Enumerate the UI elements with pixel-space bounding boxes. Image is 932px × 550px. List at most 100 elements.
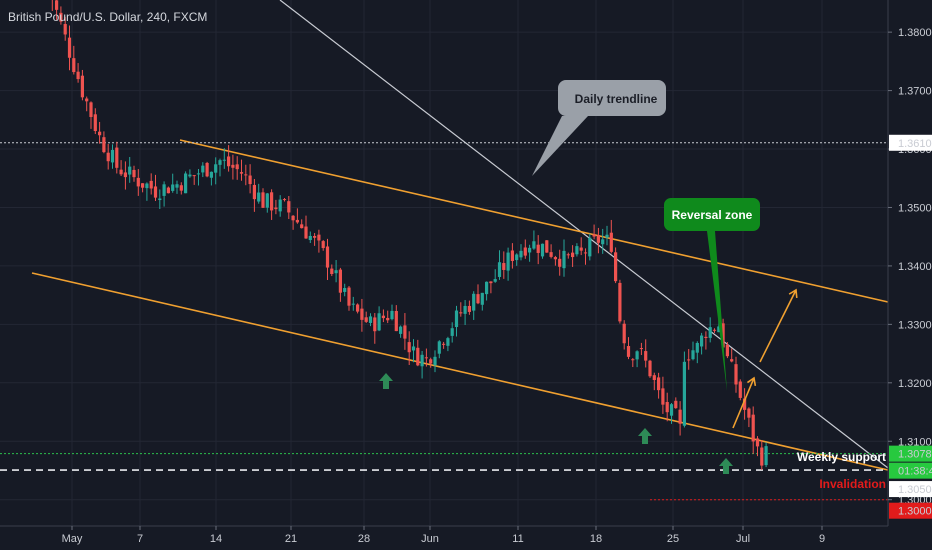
candle-body bbox=[712, 329, 717, 331]
candle bbox=[678, 401, 682, 436]
invalidation-tag-text: 1.30000 bbox=[898, 506, 932, 518]
candle bbox=[295, 208, 299, 224]
candle-body bbox=[300, 224, 304, 229]
candle bbox=[566, 252, 570, 259]
candle-body bbox=[648, 360, 652, 377]
candle-body bbox=[536, 244, 540, 253]
candle bbox=[588, 233, 592, 261]
candle-body bbox=[85, 98, 89, 102]
candle-body bbox=[467, 305, 471, 312]
candle-body bbox=[403, 325, 407, 339]
candle bbox=[360, 298, 364, 332]
candle-body bbox=[282, 199, 287, 201]
y-tick-label: 1.37000 bbox=[898, 86, 932, 98]
candle bbox=[261, 188, 265, 209]
candle bbox=[532, 230, 536, 250]
candle bbox=[579, 237, 583, 256]
candle bbox=[394, 305, 398, 332]
candle-body bbox=[450, 328, 454, 336]
candle bbox=[751, 406, 755, 454]
candle bbox=[115, 141, 119, 174]
candle-body bbox=[609, 232, 613, 252]
candle-body bbox=[394, 310, 398, 332]
candle-body bbox=[661, 388, 665, 405]
candle bbox=[747, 407, 751, 428]
candle-body bbox=[153, 186, 158, 198]
candle-body bbox=[360, 308, 364, 320]
candle bbox=[764, 442, 768, 468]
candle bbox=[558, 249, 562, 276]
candle bbox=[141, 183, 145, 193]
candle-body bbox=[493, 279, 497, 282]
candle-body bbox=[644, 351, 648, 361]
candle-body bbox=[506, 252, 510, 271]
candle bbox=[76, 63, 80, 83]
candle bbox=[149, 173, 153, 195]
candle bbox=[356, 303, 360, 314]
candle-body bbox=[373, 317, 377, 332]
candle-body bbox=[472, 293, 476, 311]
candle-body bbox=[420, 354, 424, 367]
candle bbox=[196, 169, 201, 186]
candle-body bbox=[515, 254, 519, 261]
candle bbox=[51, 0, 53, 12]
candle-body bbox=[188, 174, 192, 177]
candle bbox=[730, 348, 734, 363]
candle bbox=[218, 158, 222, 177]
candle bbox=[454, 305, 459, 337]
candle-body bbox=[674, 400, 678, 409]
daily-trendline-callout: Daily trendline bbox=[532, 80, 666, 176]
candle bbox=[446, 336, 450, 352]
candle-body bbox=[377, 313, 381, 331]
y-tick-label: 1.38000 bbox=[898, 27, 932, 39]
candle bbox=[549, 244, 553, 259]
candle-body bbox=[622, 323, 626, 344]
current-price-tag-bg bbox=[889, 445, 932, 462]
candle-body bbox=[321, 241, 325, 249]
candle-body bbox=[93, 114, 97, 132]
candle-body bbox=[463, 305, 467, 314]
candle-body bbox=[652, 375, 656, 381]
y-tick-label: 1.32000 bbox=[898, 378, 932, 390]
candle-body bbox=[446, 338, 450, 346]
candle-body bbox=[631, 359, 635, 361]
candle-body bbox=[751, 414, 755, 442]
candle bbox=[618, 279, 622, 324]
level-high-tag-text: 1.36107 bbox=[898, 138, 932, 150]
projection-arrow-2 bbox=[759, 289, 797, 363]
candle bbox=[489, 281, 493, 294]
candle bbox=[192, 175, 196, 185]
invalidation-tag-bg bbox=[889, 502, 932, 519]
candle-body bbox=[102, 137, 106, 153]
candle-body bbox=[730, 359, 734, 362]
candle bbox=[55, 0, 59, 20]
candle bbox=[80, 69, 84, 101]
candle bbox=[205, 161, 209, 178]
candle bbox=[403, 313, 407, 350]
candle bbox=[201, 162, 205, 178]
candle-body bbox=[442, 343, 446, 345]
current-price-tag: 1.30788 bbox=[889, 445, 932, 462]
candle bbox=[313, 233, 317, 246]
candle-body bbox=[141, 183, 145, 188]
candle-body bbox=[579, 247, 583, 251]
candle-body bbox=[63, 24, 67, 35]
candle bbox=[515, 253, 519, 266]
candle bbox=[330, 264, 334, 277]
callouts: Daily trendline Reversal zone Weekly suppo… bbox=[532, 80, 886, 491]
candle bbox=[691, 341, 695, 361]
candle-body bbox=[235, 164, 239, 170]
candle-body bbox=[454, 310, 459, 327]
candle-body bbox=[614, 252, 618, 282]
candle bbox=[738, 379, 742, 401]
candle bbox=[252, 178, 256, 212]
candle-body bbox=[545, 240, 549, 253]
candle bbox=[184, 171, 188, 194]
candle bbox=[545, 240, 549, 253]
candle-body bbox=[334, 270, 338, 274]
candle bbox=[145, 182, 149, 201]
candle bbox=[700, 332, 704, 355]
candle bbox=[85, 96, 89, 112]
